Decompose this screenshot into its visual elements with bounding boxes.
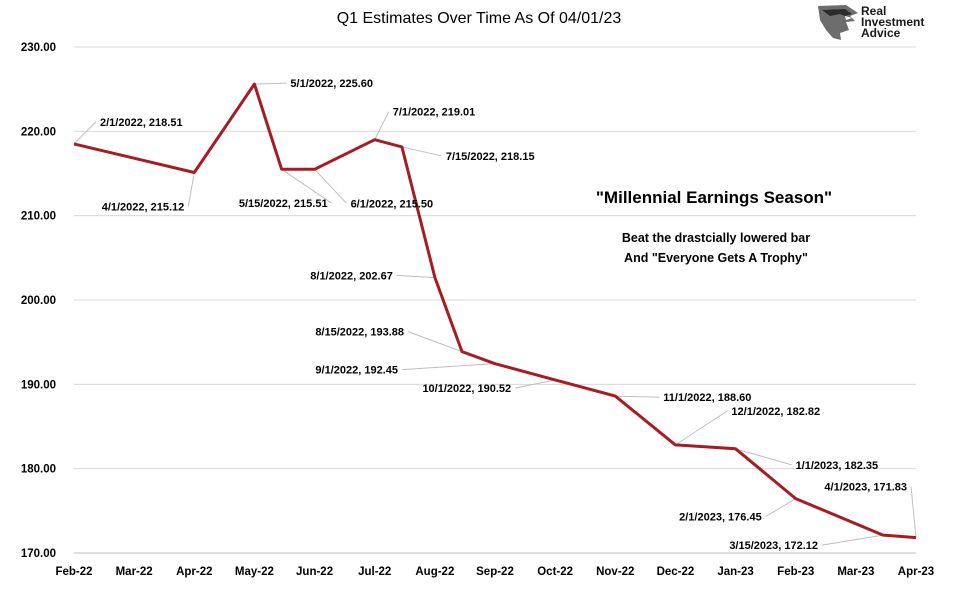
x-tick-label: Aug-22 [415,566,454,578]
label-leader [910,486,917,538]
x-tick-label: Dec-22 [657,566,695,578]
x-axis: Feb-22 Mar-22 Apr-22 May-22 Jun-22 Jul-22 Aug-… [55,566,934,578]
annotation-line-2: And "Everyone Gets A Trophy" [624,251,808,265]
data-label: 10/1/2022, 190.52 [422,383,511,395]
logo-line-1: Real [861,4,886,18]
label-leader [374,111,390,140]
data-label: 5/1/2022, 225.60 [290,78,373,90]
label-leaders [73,82,917,546]
data-labels: 2/1/2022, 218.51 4/1/2022, 215.12 5/1/2022… [100,78,907,552]
x-tick-label: Apr-23 [898,566,934,578]
y-tick-label: 220.00 [21,126,56,138]
chart-title: Q1 Estimates Over Time As Of 04/01/23 [337,10,622,27]
annotation-line-1: Beat the drastcially lowered bar [622,231,810,245]
data-label: 8/15/2022, 193.88 [315,327,404,339]
x-tick-label: Jan-23 [717,566,753,578]
y-tick-label: 190.00 [21,379,56,391]
label-leader [73,121,97,145]
label-leader [515,379,556,389]
y-tick-label: 210.00 [21,211,56,223]
x-tick-label: Feb-22 [55,566,92,578]
data-label: 12/1/2022, 182.82 [731,406,820,418]
x-tick-label: Jun-22 [296,566,333,578]
x-tick-label: Jul-22 [358,566,391,578]
label-leader [281,168,332,204]
y-tick-label: 170.00 [21,548,56,560]
series-line [73,82,917,540]
label-leader [254,82,287,85]
data-label: 11/1/2022, 188.60 [663,392,751,404]
label-leader [396,274,435,278]
data-label: 4/1/2023, 171.83 [824,482,907,494]
x-tick-label: Oct-22 [537,566,573,578]
label-leader [187,172,195,207]
y-tick-label: 230.00 [21,42,56,54]
logo-line-3: Advice [861,26,901,40]
logo-line-2: Investment [861,15,924,29]
label-leader [401,363,496,371]
data-label: 6/1/2022, 215.50 [351,198,434,210]
label-leader [615,395,660,398]
data-label: 9/1/2022, 192.45 [315,365,398,377]
data-label: 7/1/2022, 219.01 [393,107,476,119]
gridlines [74,46,916,554]
x-tick-label: Mar-22 [116,566,153,578]
eagle-head-icon [818,5,858,40]
data-label: 2/1/2022, 218.51 [100,117,183,129]
label-leader [821,534,884,546]
label-leader [401,146,442,157]
data-label: 8/1/2022, 202.67 [310,270,393,282]
x-tick-label: Feb-23 [777,566,814,578]
data-label: 2/1/2023, 176.45 [679,512,762,524]
x-tick-label: Mar-23 [837,566,874,578]
x-tick-label: May-22 [235,566,274,578]
logo: Real Investment Advice [818,4,924,40]
x-tick-label: Apr-22 [176,566,212,578]
y-tick-label: 180.00 [21,464,56,476]
data-label: 5/15/2022, 215.51 [239,198,328,210]
y-tick-label: 200.00 [21,295,56,307]
x-tick-label: Nov-22 [596,566,634,578]
label-leader [735,448,792,466]
data-label: 4/1/2022, 215.12 [102,201,185,213]
data-label: 7/15/2022, 218.15 [446,151,535,163]
label-leader [314,168,347,204]
label-leader [675,410,728,446]
y-axis: 170.00 180.00 190.00 200.00 210.00 220.00 230.… [21,42,56,560]
label-leader [765,498,796,518]
data-label: 3/15/2023, 172.12 [729,540,818,552]
x-tick-label: Sep-22 [476,566,514,578]
annotation-headline: "Millennial Earnings Season" [596,188,832,207]
data-label: 1/1/2023, 182.35 [796,460,879,472]
label-leader [407,331,463,353]
